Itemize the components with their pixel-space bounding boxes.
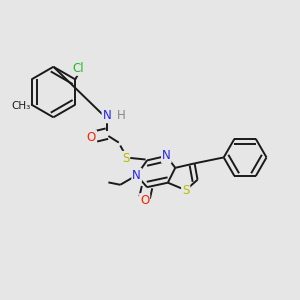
- Text: N: N: [162, 149, 171, 162]
- Text: H: H: [117, 109, 125, 122]
- Text: S: S: [182, 184, 189, 196]
- Text: N: N: [103, 109, 111, 122]
- Text: O: O: [140, 194, 149, 207]
- Text: S: S: [122, 152, 129, 165]
- Text: CH₃: CH₃: [11, 101, 30, 111]
- Text: Cl: Cl: [72, 62, 84, 75]
- Text: O: O: [87, 131, 96, 144]
- Text: N: N: [132, 169, 141, 182]
